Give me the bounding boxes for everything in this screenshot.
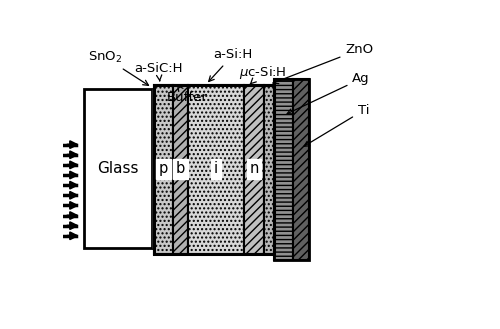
Bar xyxy=(244,85,264,254)
Text: b: b xyxy=(176,161,186,176)
Text: SnO$_2$: SnO$_2$ xyxy=(88,50,148,85)
Text: i: i xyxy=(214,161,218,176)
Bar xyxy=(274,79,308,260)
Bar xyxy=(154,85,274,254)
Text: ZnO: ZnO xyxy=(273,43,374,84)
Bar xyxy=(152,89,154,248)
Text: Glass: Glass xyxy=(97,161,138,176)
Text: Ag: Ag xyxy=(287,72,370,114)
Bar xyxy=(188,85,244,254)
Text: a-Si:H: a-Si:H xyxy=(208,48,253,82)
Bar xyxy=(274,79,293,260)
Text: a-SiC:H: a-SiC:H xyxy=(134,62,182,81)
Text: Buffer: Buffer xyxy=(166,86,207,104)
Bar xyxy=(174,85,188,254)
Bar xyxy=(154,85,174,254)
Text: p: p xyxy=(159,161,168,176)
Bar xyxy=(84,89,152,248)
Text: $\mu$c-Si:H: $\mu$c-Si:H xyxy=(239,64,286,84)
Bar xyxy=(293,79,308,260)
Text: Ti: Ti xyxy=(304,104,370,146)
Bar xyxy=(264,85,274,254)
Text: n: n xyxy=(249,161,258,176)
